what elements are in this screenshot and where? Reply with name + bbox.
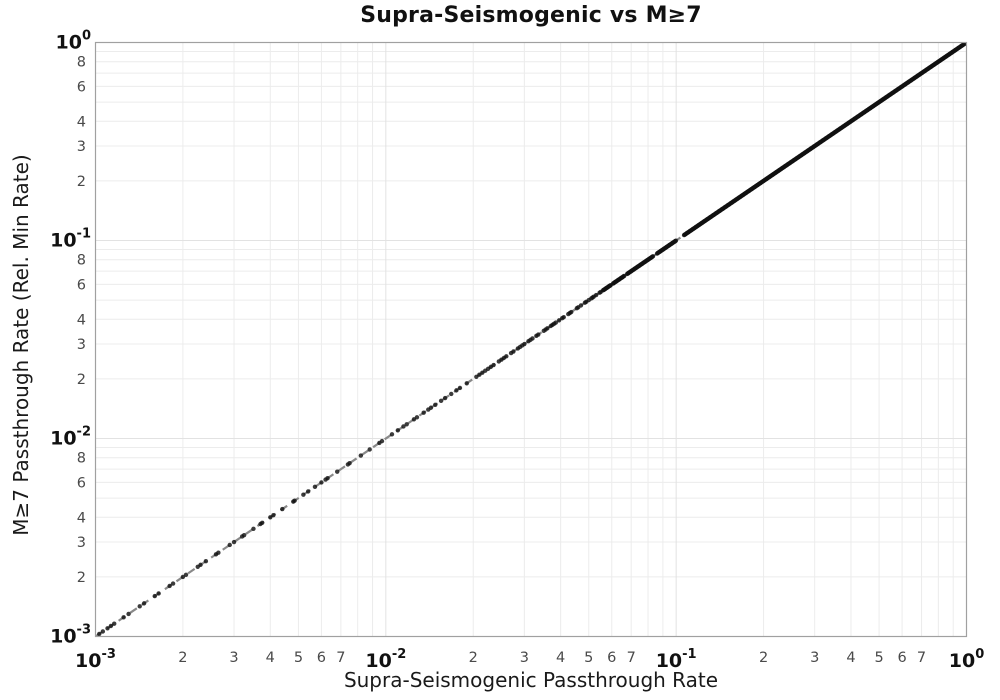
minor-tick-label: 2 [77,174,86,190]
major-tick-label: 10-1 [50,227,91,252]
y-axis-title: M≥7 Passthrough Rate (Rel. Min Rate) [9,154,33,536]
chart-title: Supra-Seismogenic vs M≥7 [360,3,702,28]
minor-tick-label: 3 [810,650,819,666]
minor-tick-label: 6 [317,650,326,666]
minor-tick-label: 3 [77,535,86,551]
minor-tick-label: 2 [759,650,768,666]
minor-tick-label: 5 [874,650,883,666]
minor-tick-label: 4 [266,650,275,666]
major-tick-label: 10-3 [75,647,116,672]
major-tick-label: 10-2 [365,647,406,672]
x-axis-title: Supra-Seismogenic Passthrough Rate [343,668,719,692]
minor-tick-label: 7 [917,650,926,666]
minor-tick-label: 2 [77,570,86,586]
minor-tick-label: 2 [77,372,86,388]
minor-tick-label: 8 [77,253,86,269]
minor-tick-label: 6 [77,277,86,293]
minor-tick-label: 4 [77,510,86,526]
minor-tick-label: 3 [77,139,86,155]
major-tick-label: 10-1 [656,647,697,672]
minor-tick-label: 8 [77,451,86,467]
scatter-points [97,42,967,637]
minor-tick-label: 5 [584,650,593,666]
minor-tick-label: 2 [178,650,187,666]
minor-tick-label: 4 [556,650,565,666]
major-tick-label: 100 [949,647,985,672]
plot-border [94,41,968,638]
minor-tick-label: 7 [627,650,636,666]
minor-tick-label: 6 [77,475,86,491]
minor-tick-label: 5 [294,650,303,666]
grid-layer [95,42,967,637]
minor-tick-label: 3 [229,650,238,666]
minor-tick-label: 4 [77,114,86,130]
minor-tick-label: 6 [897,650,906,666]
minor-tick-label: 6 [77,79,86,95]
minor-tick-label: 3 [520,650,529,666]
minor-tick-label: 2 [469,650,478,666]
minor-tick-label: 4 [846,650,855,666]
major-tick-label: 10-3 [50,623,91,648]
major-tick-label: 10-2 [50,425,91,450]
minor-tick-label: 3 [77,337,86,353]
minor-tick-label: 6 [607,650,616,666]
minor-tick-label: 4 [77,312,86,328]
major-tick-label: 100 [56,29,92,54]
minor-tick-label: 7 [336,650,345,666]
minor-tick-label: 8 [77,55,86,71]
